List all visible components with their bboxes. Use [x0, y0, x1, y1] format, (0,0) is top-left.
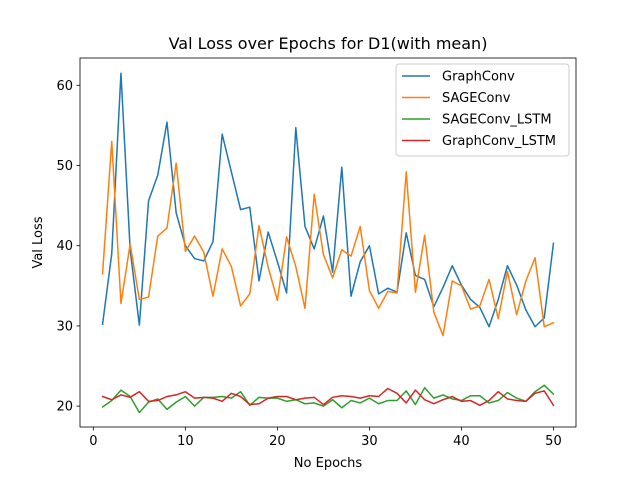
- x-axis-ticks: 0 10 20 30 40 50: [89, 427, 562, 449]
- y-axis-label: Val Loss: [31, 216, 46, 268]
- x-tick-label: 0: [89, 434, 97, 449]
- series-line-3: [101, 387, 555, 407]
- x-tick-label: 20: [269, 434, 286, 449]
- legend: GraphConv SAGEConv SAGEConv_LSTM GraphConv_…: [395, 63, 570, 157]
- legend-box: [395, 63, 570, 157]
- y-tick-label: 20: [56, 400, 73, 415]
- y-tick-label: 50: [56, 159, 73, 174]
- x-axis-label: No Epochs: [294, 456, 363, 471]
- legend-label-1: SAGEConv: [442, 91, 511, 106]
- series-line-2: [101, 384, 555, 414]
- legend-label-3: GraphConv_LSTM: [442, 134, 556, 149]
- legend-label-0: GraphConv: [442, 70, 515, 85]
- x-tick-label: 40: [453, 434, 470, 449]
- legend-label-2: SAGEConv_LSTM: [442, 113, 552, 128]
- y-tick-label: 60: [56, 79, 73, 94]
- plot-area-frame: [79, 57, 577, 428]
- x-tick-label: 10: [177, 434, 194, 449]
- series-line-1: [101, 140, 555, 337]
- x-tick-label: 30: [361, 434, 378, 449]
- y-tick-label: 30: [56, 319, 73, 334]
- chart-title: Val Loss over Epochs for D1(with mean): [169, 34, 488, 53]
- series-lines: [101, 72, 555, 414]
- y-tick-label: 40: [56, 239, 73, 254]
- x-tick-label: 50: [545, 434, 562, 449]
- y-axis-ticks: 20 30 40 50 60: [56, 79, 80, 415]
